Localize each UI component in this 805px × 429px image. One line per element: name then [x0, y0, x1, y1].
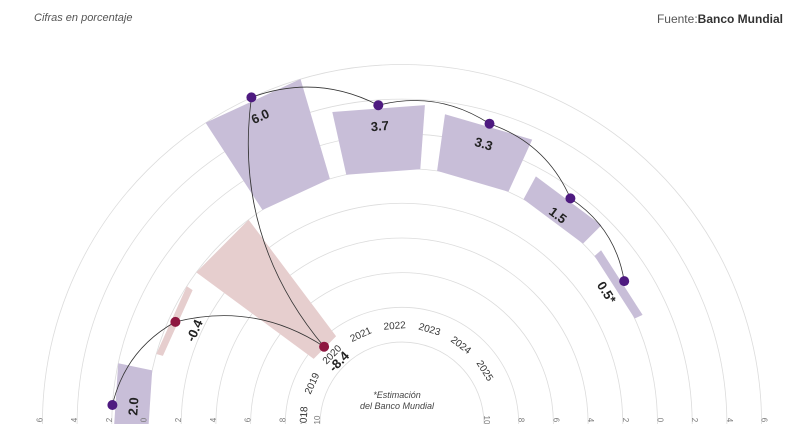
axis-tick-label: 10 [313, 415, 322, 424]
data-point-2023 [484, 118, 495, 129]
axis-tick-label: 8 [517, 418, 526, 423]
connector-line [247, 97, 325, 347]
axis-tick-label: 0 [656, 418, 665, 423]
axis-tick-label: 2 [621, 418, 630, 423]
axis-tick-label: 2 [690, 418, 699, 423]
category-label-2022: 2022 [383, 320, 406, 333]
value-label-2022: 3.7 [370, 118, 389, 134]
axis-tick-label: 4 [586, 418, 595, 423]
connector-line [175, 315, 325, 348]
axis-tick-label: 6 [760, 418, 769, 423]
grid-arc [319, 341, 485, 425]
data-point-2022 [373, 100, 384, 111]
connector-line [378, 100, 490, 125]
axis-tick-label: 2 [174, 417, 183, 422]
value-label-2019: -0.4 [183, 316, 206, 343]
bar-2022 [332, 105, 425, 175]
category-label-2018: 2018 [298, 406, 310, 424]
axis-tick-label: 4 [725, 418, 734, 423]
source-name: Banco Mundial [697, 12, 783, 26]
category-label-2025: 2025 [474, 359, 496, 384]
grid-arc [76, 98, 728, 425]
category-label-2021: 2021 [349, 325, 374, 345]
axis-tick-label: 6 [35, 417, 44, 422]
grid-arc [215, 237, 589, 425]
footnote-line-2: del Banco Mundial [359, 401, 435, 411]
grid-arc [250, 272, 554, 425]
axis-tick-label: 2 [105, 417, 114, 422]
axis-tick-label: 4 [70, 417, 79, 422]
source-credit: Fuente:Banco Mundial [657, 12, 783, 26]
value-label-2023: 3.3 [473, 134, 495, 153]
bar-2018 [113, 363, 153, 429]
data-point-2019 [170, 316, 181, 327]
axis-tick-label: 4 [209, 417, 218, 422]
estimate-footnote: *Estimación del Banco Mundial [352, 390, 442, 412]
category-label-2024: 2024 [448, 335, 473, 357]
data-point-2025 [619, 276, 630, 287]
bar-2025 [594, 250, 643, 319]
value-label-2018: 2.0 [125, 397, 141, 416]
axis-tick-label: 6 [244, 417, 253, 422]
category-label-2019: 2019 [303, 371, 322, 396]
connector-line [112, 321, 176, 406]
value-label-2021: 6.0 [249, 106, 272, 127]
connector-line [489, 123, 571, 199]
category-label-2023: 2023 [417, 322, 442, 339]
grid-arc [146, 168, 658, 425]
chart-subtitle: Cifras en porcentaje [34, 12, 133, 24]
data-point-2021 [246, 92, 257, 103]
bar-2023 [437, 114, 533, 192]
data-point-2020 [319, 341, 330, 352]
bar-2021 [205, 79, 330, 210]
axis-tick-label: 8 [278, 417, 287, 422]
axis-tick-label: 6 [551, 418, 560, 423]
connector-line [570, 198, 625, 282]
grid-arc [284, 306, 520, 425]
axis-tick-label: 10 [482, 416, 491, 424]
axis-tick-label: 0 [140, 417, 149, 422]
footnote-line-1: *Estimación [373, 390, 421, 400]
grid-arc [180, 202, 624, 425]
bar-2024 [523, 176, 602, 244]
data-point-2018 [107, 400, 118, 410]
source-prefix: Fuente: [656, 12, 698, 26]
bar-2020 [196, 219, 337, 359]
grid-arc [42, 64, 762, 425]
data-point-2024 [565, 193, 576, 204]
connector-line [251, 86, 379, 106]
